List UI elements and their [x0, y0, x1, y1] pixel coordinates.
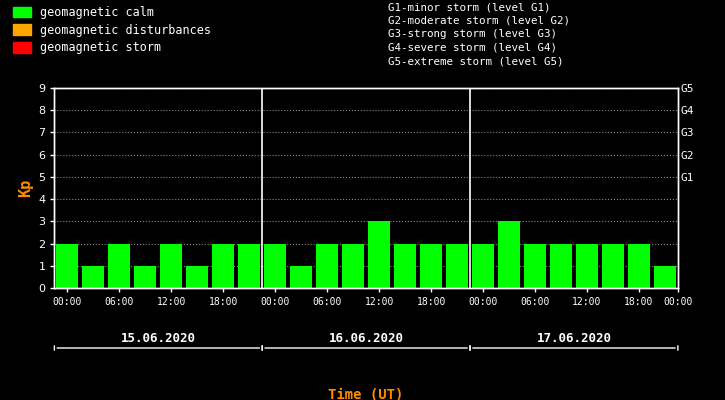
- Bar: [134, 266, 157, 288]
- Text: 17.06.2020: 17.06.2020: [536, 332, 611, 345]
- Bar: [498, 221, 520, 288]
- Bar: [654, 266, 676, 288]
- Bar: [264, 244, 286, 288]
- Bar: [342, 244, 364, 288]
- Bar: [57, 244, 78, 288]
- Text: 16.06.2020: 16.06.2020: [328, 332, 404, 345]
- Bar: [212, 244, 234, 288]
- Bar: [446, 244, 468, 288]
- Bar: [394, 244, 416, 288]
- Bar: [368, 221, 390, 288]
- Bar: [576, 244, 598, 288]
- Bar: [239, 244, 260, 288]
- Bar: [186, 266, 208, 288]
- Text: 15.06.2020: 15.06.2020: [121, 332, 196, 345]
- Text: Time (UT): Time (UT): [328, 388, 404, 400]
- Bar: [628, 244, 650, 288]
- Bar: [420, 244, 442, 288]
- Y-axis label: Kp: Kp: [17, 179, 33, 197]
- Bar: [290, 266, 312, 288]
- Bar: [83, 266, 104, 288]
- Bar: [160, 244, 182, 288]
- Bar: [108, 244, 130, 288]
- Bar: [550, 244, 572, 288]
- Bar: [602, 244, 624, 288]
- Bar: [316, 244, 338, 288]
- Bar: [524, 244, 546, 288]
- Legend: geomagnetic calm, geomagnetic disturbances, geomagnetic storm: geomagnetic calm, geomagnetic disturbanc…: [13, 6, 211, 54]
- Text: G1-minor storm (level G1)
G2-moderate storm (level G2)
G3-strong storm (level G3: G1-minor storm (level G1) G2-moderate st…: [388, 2, 570, 66]
- Bar: [472, 244, 494, 288]
